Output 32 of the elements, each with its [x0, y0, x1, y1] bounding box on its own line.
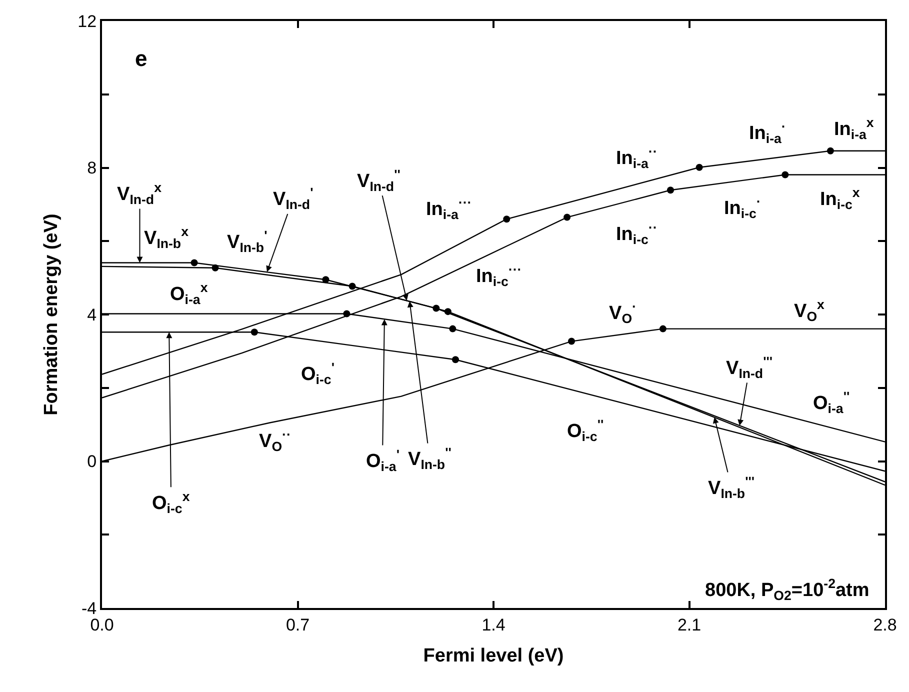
point: [343, 310, 350, 318]
point: [452, 356, 459, 364]
x-tick-label: 0.0: [90, 615, 114, 634]
y-tick-label: 4: [87, 305, 97, 324]
annotation: e: [135, 46, 148, 71]
point: [348, 282, 356, 290]
point: [667, 186, 674, 194]
point: [564, 214, 571, 221]
point: [190, 259, 198, 266]
y-tick-label: 12: [78, 12, 97, 31]
annotation: 800K, P$_{O2}$=10$^{-2}$atm: [705, 576, 870, 603]
y-tick-label: -4: [81, 598, 97, 618]
point: [826, 147, 834, 154]
point: [503, 216, 510, 223]
point: [212, 264, 219, 272]
point: [444, 308, 452, 316]
x-tick-label: 2.8: [873, 615, 897, 634]
point: [322, 276, 330, 284]
y-tick-label: 8: [87, 158, 97, 178]
x-tick-label: 0.7: [286, 615, 310, 634]
x-axis-title: Fermi level (eV): [423, 646, 564, 667]
point: [659, 325, 666, 332]
point: [782, 171, 789, 178]
y-tick-label: 0: [87, 452, 97, 472]
point: [250, 328, 258, 336]
point: [696, 164, 703, 171]
y-axis-title: Formation energy (eV): [41, 214, 62, 416]
point: [568, 338, 576, 345]
x-tick-label: 1.4: [482, 615, 506, 634]
point: [449, 325, 456, 332]
x-tick-label: 2.1: [677, 615, 702, 634]
point: [432, 304, 440, 312]
